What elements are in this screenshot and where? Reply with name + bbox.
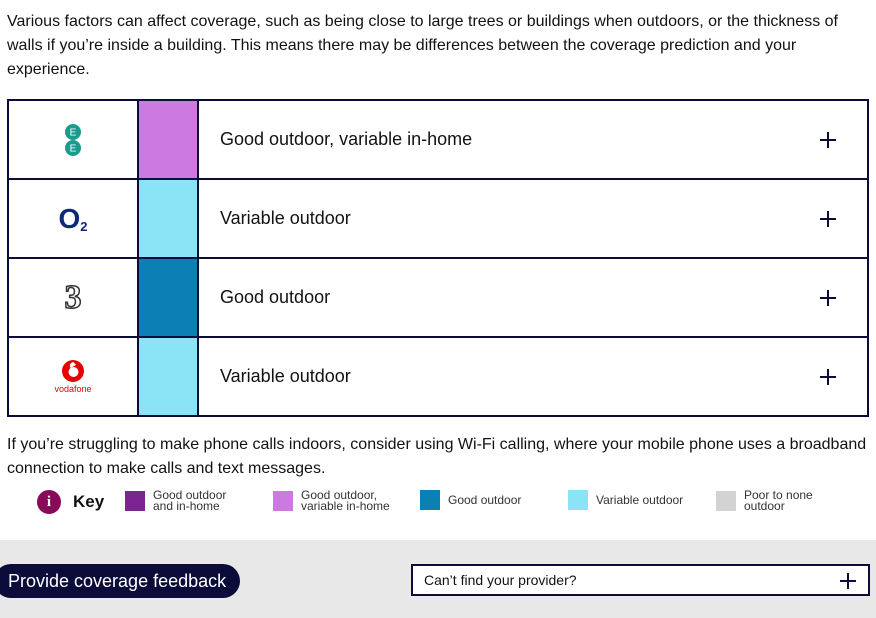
coverage-label: Good outdoor [199, 259, 867, 336]
expand-plus-icon[interactable] [820, 289, 836, 306]
coverage-swatch [139, 180, 197, 257]
vodafone-wordmark: vodafone [54, 384, 92, 394]
coverage-text: Variable outdoor [220, 208, 351, 228]
key-label: Variable outdoor [596, 492, 684, 507]
vodafone-logo: vodafone [9, 338, 137, 415]
key-item-poor-to-none-outdoor: Poor to none outdoor [716, 488, 824, 513]
key-label: Good outdoor [448, 492, 522, 507]
provide-feedback-button[interactable]: Provide coverage feedback [0, 564, 241, 598]
coverage-swatch [139, 101, 197, 178]
o2-logo-text: O [58, 202, 81, 234]
provider-row-ee[interactable]: E E Good outdoor, variable in-home [9, 101, 867, 178]
provider-row-vodafone[interactable]: vodafone Variable outdoor [9, 338, 867, 415]
coverage-swatch [139, 338, 197, 415]
key-title: Key [73, 492, 105, 511]
expand-plus-icon[interactable] [820, 131, 836, 148]
key-swatch [420, 490, 440, 510]
key-item-good-outdoor: Good outdoor [420, 490, 543, 510]
key-label: Good outdoor, variable in-home [301, 488, 390, 513]
coverage-swatch [139, 259, 197, 336]
provider-row-three[interactable]: 3 Good outdoor [9, 259, 867, 336]
coverage-text: Good outdoor [220, 287, 331, 307]
o2-logo-sub: 2 [80, 219, 88, 234]
wifi-calling-note: If you’re struggling to make phone calls… [7, 436, 867, 477]
key-swatch [716, 491, 736, 511]
key-swatch [125, 491, 145, 511]
key-swatch [273, 491, 293, 511]
expand-plus-icon[interactable] [820, 368, 836, 385]
expand-plus-icon[interactable] [840, 573, 856, 589]
key-item-variable-outdoor: Variable outdoor [568, 490, 691, 510]
svg-text:E: E [70, 127, 77, 138]
three-logo: 3 [9, 259, 137, 336]
three-logo-text: 3 [64, 278, 83, 317]
coverage-text: Variable outdoor [220, 366, 351, 386]
svg-text:E: E [70, 143, 77, 154]
vodafone-speechmark-icon [62, 360, 84, 382]
key-item-good-outdoor-variable-in-home: Good outdoor, variable in-home [273, 488, 396, 513]
key-item-good-outdoor-in-home: Good outdoor and in-home [125, 488, 248, 513]
coverage-text: Good outdoor, variable in-home [220, 129, 473, 149]
cant-find-provider-toggle[interactable]: Can’t find your provider? [411, 564, 870, 596]
key-swatch [568, 490, 588, 510]
expand-plus-icon[interactable] [820, 210, 836, 227]
key-label: Poor to none outdoor [744, 488, 813, 513]
key-label: Good outdoor and in-home [153, 488, 227, 513]
coverage-label: Variable outdoor [199, 180, 867, 257]
coverage-label: Variable outdoor [199, 338, 867, 415]
intro-text: Various factors can affect coverage, suc… [7, 13, 838, 78]
footer-band: Provide coverage feedback Can’t find you… [0, 540, 876, 618]
cant-find-provider-label: Can’t find your provider? [424, 572, 577, 588]
coverage-label: Good outdoor, variable in-home [199, 101, 867, 178]
ee-logo: E E [9, 101, 137, 178]
coverage-key: i Key Good outdoor and in-home Good outd… [0, 486, 876, 522]
info-icon[interactable]: i [37, 490, 61, 514]
